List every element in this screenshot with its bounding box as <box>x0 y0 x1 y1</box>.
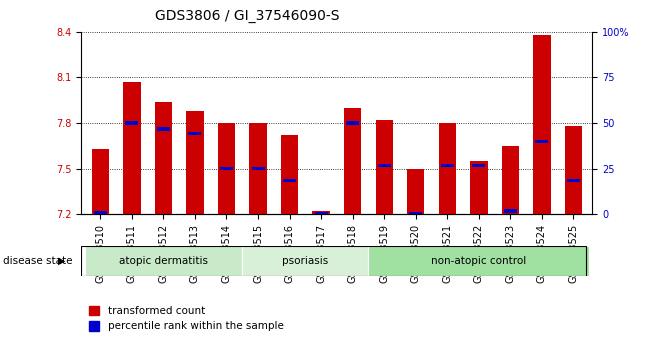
Bar <box>439 123 456 214</box>
Bar <box>281 135 298 214</box>
Bar <box>283 179 296 182</box>
Bar <box>567 179 580 182</box>
Text: psoriasis: psoriasis <box>283 256 329 266</box>
Bar <box>407 169 424 214</box>
Bar <box>314 212 327 216</box>
Text: GDS3806 / GI_37546090-S: GDS3806 / GI_37546090-S <box>155 9 340 23</box>
Bar <box>376 120 393 214</box>
Text: ▶: ▶ <box>58 256 66 266</box>
Bar <box>249 123 267 214</box>
Bar <box>502 146 519 214</box>
Bar <box>218 123 235 214</box>
Bar <box>157 127 170 131</box>
Bar <box>504 210 517 213</box>
Text: atopic dermatitis: atopic dermatitis <box>119 256 208 266</box>
Bar <box>94 211 107 214</box>
Bar <box>242 246 368 276</box>
Bar <box>344 108 361 214</box>
Bar <box>220 167 233 170</box>
Bar <box>126 121 139 125</box>
Bar <box>409 212 422 216</box>
Legend: transformed count, percentile rank within the sample: transformed count, percentile rank withi… <box>85 302 288 336</box>
Bar <box>535 139 548 143</box>
Bar <box>533 35 551 214</box>
Bar <box>473 164 486 167</box>
Text: non-atopic control: non-atopic control <box>431 256 527 266</box>
Bar <box>470 161 488 214</box>
Bar <box>188 132 201 135</box>
Bar <box>85 246 242 276</box>
Bar <box>441 164 454 167</box>
Bar <box>186 111 204 214</box>
Bar <box>312 211 330 214</box>
Bar <box>378 164 391 167</box>
Bar <box>565 126 582 214</box>
Bar <box>123 82 141 214</box>
Bar <box>346 121 359 125</box>
Bar <box>155 102 172 214</box>
Bar <box>92 149 109 214</box>
Text: disease state: disease state <box>3 256 73 266</box>
Bar <box>368 246 589 276</box>
Bar <box>251 167 264 170</box>
